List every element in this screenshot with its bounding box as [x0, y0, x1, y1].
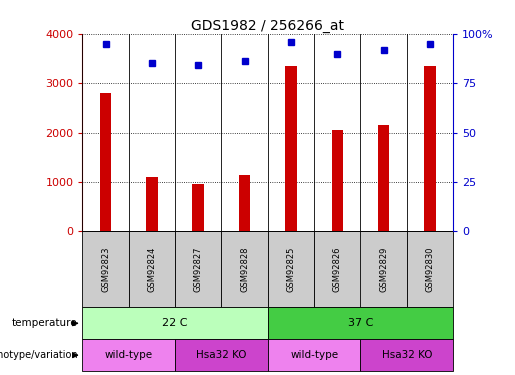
Bar	[175, 231, 221, 308]
Text: wild-type: wild-type	[290, 350, 338, 360]
Bar	[268, 308, 453, 339]
Text: GSM92826: GSM92826	[333, 247, 342, 292]
Bar	[360, 231, 407, 308]
Bar	[332, 130, 343, 231]
Bar	[193, 184, 204, 231]
Text: GSM92827: GSM92827	[194, 247, 203, 292]
Bar	[82, 308, 268, 339]
Text: Hsa32 KO: Hsa32 KO	[196, 350, 247, 360]
Bar	[221, 231, 268, 308]
Bar	[268, 231, 314, 308]
Text: 22 C: 22 C	[162, 318, 188, 328]
Bar	[146, 177, 158, 231]
Bar	[407, 231, 453, 308]
Bar	[314, 231, 360, 308]
Text: Hsa32 KO: Hsa32 KO	[382, 350, 432, 360]
Bar	[360, 339, 453, 371]
Title: GDS1982 / 256266_at: GDS1982 / 256266_at	[191, 19, 345, 33]
Text: GSM92828: GSM92828	[240, 247, 249, 292]
Bar	[239, 175, 250, 231]
Text: GSM92824: GSM92824	[147, 247, 157, 292]
Bar	[268, 339, 360, 371]
Text: GSM92825: GSM92825	[286, 247, 296, 292]
Text: genotype/variation: genotype/variation	[0, 350, 78, 360]
Text: temperature: temperature	[12, 318, 78, 328]
Text: 37 C: 37 C	[348, 318, 373, 328]
Text: GSM92829: GSM92829	[379, 247, 388, 292]
Bar	[129, 231, 175, 308]
Bar	[82, 339, 175, 371]
Text: GSM92830: GSM92830	[425, 247, 435, 292]
Bar	[100, 93, 111, 231]
Text: wild-type: wild-type	[105, 350, 153, 360]
Bar	[175, 339, 268, 371]
Bar	[285, 66, 297, 231]
Bar	[378, 125, 389, 231]
Text: GSM92823: GSM92823	[101, 247, 110, 292]
Bar	[424, 66, 436, 231]
Bar	[82, 231, 129, 308]
